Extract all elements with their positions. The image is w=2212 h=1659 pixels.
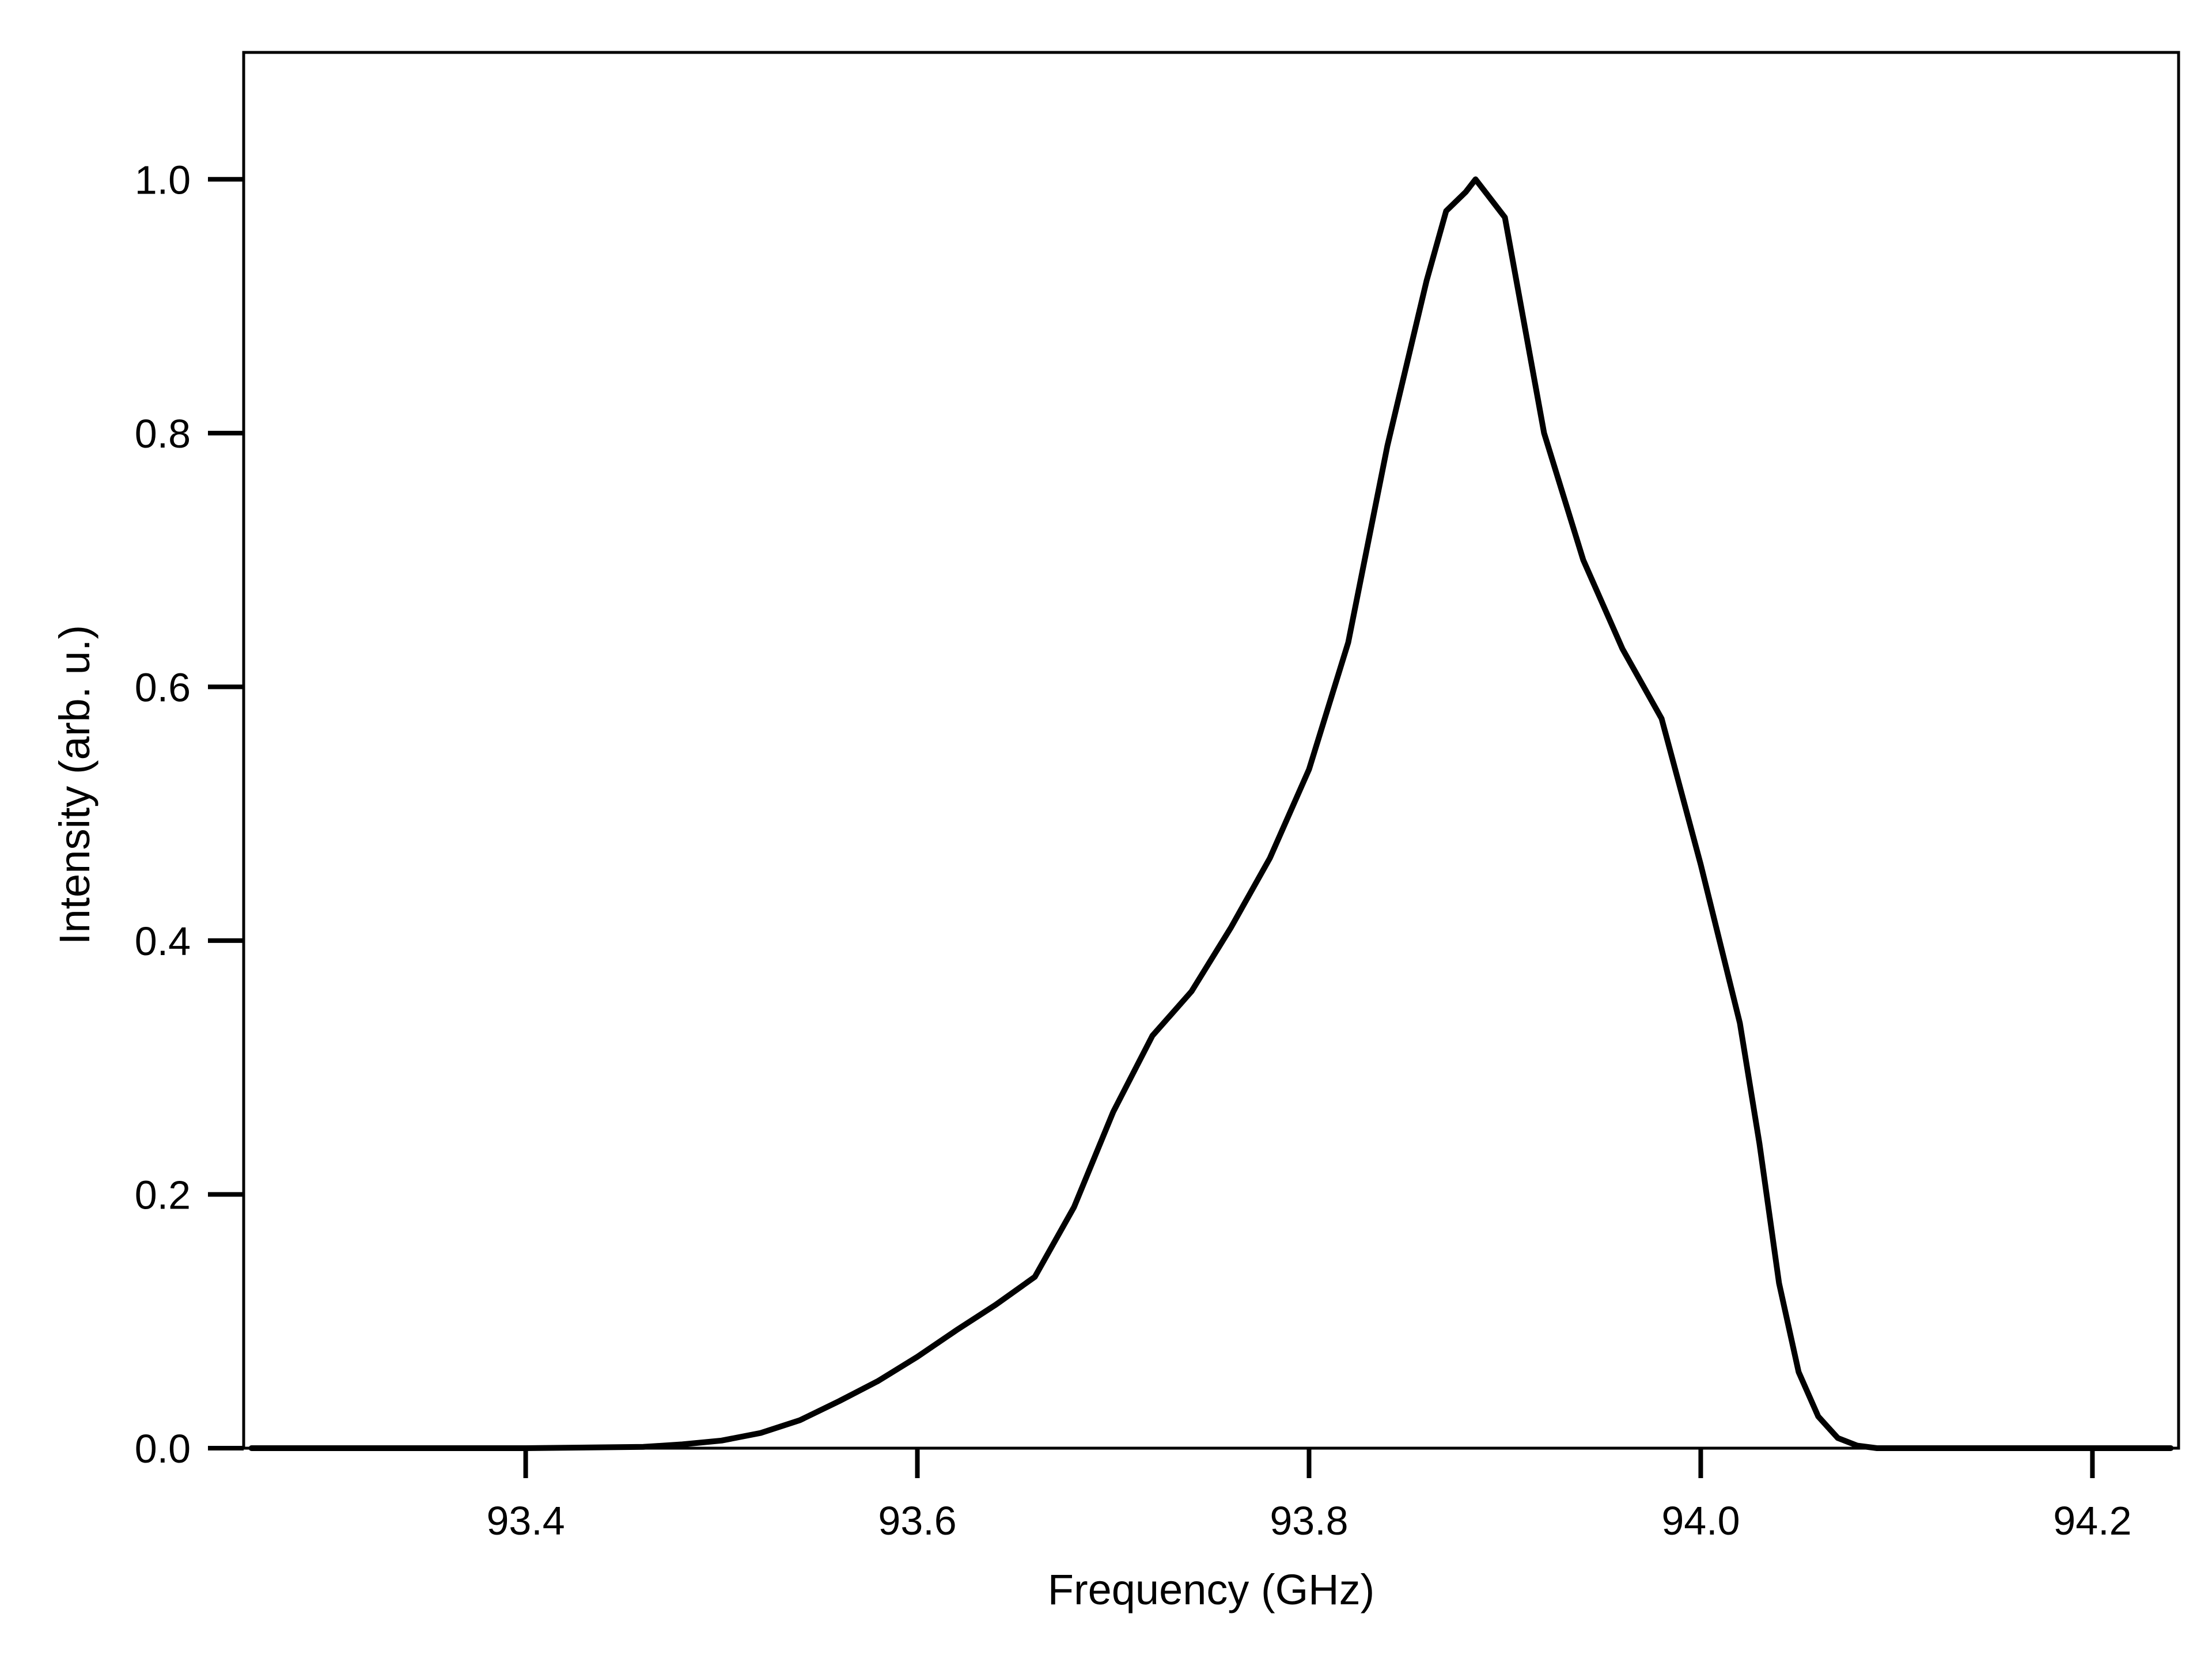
x-tick-label: 94.2 [2053,1498,2131,1543]
y-tick-label: 0.0 [135,1426,191,1471]
x-axis-ticks: 93.4 93.6 93.8 94.0 94.2 [486,1448,2132,1543]
plot-frame [242,51,2180,1450]
x-tick-label: 93.4 [486,1498,565,1543]
y-tick-label: 0.2 [135,1172,191,1217]
y-axis-ticks: 0.0 0.2 0.4 0.6 0.8 1.0 [135,157,244,1471]
y-tick-label: 0.4 [135,919,191,964]
x-tick-label: 93.8 [1270,1498,1348,1543]
x-tick-label: 94.0 [1661,1498,1740,1543]
y-tick-label: 0.6 [135,665,191,710]
y-tick-label: 1.0 [135,157,191,202]
series-line [248,176,2174,1451]
x-tick-label: 93.6 [878,1498,956,1543]
y-axis-title: Intensity (arb. u.) [51,625,99,945]
x-axis-title: Frequency (GHz) [1048,1566,1374,1613]
y-tick-label: 0.8 [135,411,191,456]
